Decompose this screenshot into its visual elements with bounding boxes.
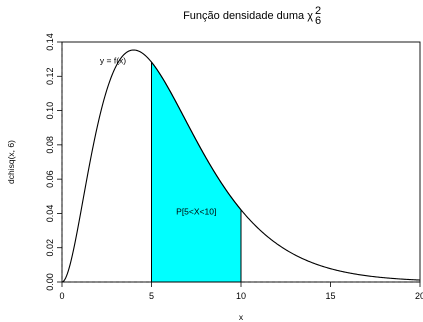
y-tick-label: 0.08 [45,136,55,154]
y-tick-label: 0.04 [45,205,55,223]
y-tick-label: 0.00 [45,273,55,291]
x-axis: 0 5 10 15 20 [59,282,423,301]
x-tick-label: 5 [149,291,154,301]
shaded-probability-region [151,60,242,283]
y-tick-label: 0.14 [45,33,55,51]
y-axis-title: dchisq(x, 6) [6,140,16,184]
x-tick-label: 15 [325,291,335,301]
x-tick-label: 0 [59,291,64,301]
chart-title-text: Função densidade duma χ [183,10,313,22]
y-tick-label: 0.02 [45,239,55,257]
x-tick-label: 10 [236,291,246,301]
density-curve-series [61,49,421,283]
x-tick-label: 20 [415,291,423,301]
chart-title-superscript: 2 [315,5,321,17]
x-axis-title: x [239,312,244,322]
probability-annotation-label: P[5<X<10] [176,206,216,216]
y-tick-label: 0.06 [45,170,55,188]
y-tick-label: 0.12 [45,68,55,86]
y-axis: 0.00 0.02 0.04 0.06 0.08 0.10 0.12 0.14 [45,33,62,291]
chart-title-subscript: 6 [315,15,321,27]
chart-title: Função densidade duma χ [183,10,313,22]
y-tick-label: 0.10 [45,102,55,120]
curve-annotation-label: y = f(x) [100,55,126,65]
